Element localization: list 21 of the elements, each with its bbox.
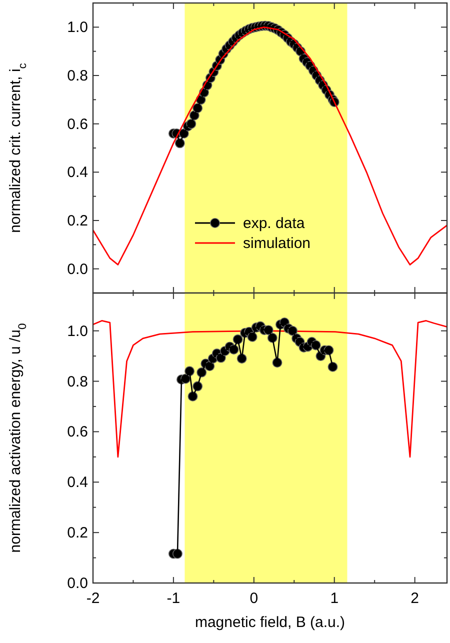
y-tick-label: 0.6: [67, 116, 88, 133]
legend-label: simulation: [243, 235, 311, 252]
x-tick-label: 1: [330, 590, 339, 607]
y-tick-label: 0.4: [67, 474, 88, 492]
y-tick-label: 0.0: [67, 260, 88, 278]
y-tick-label: 0.0: [67, 575, 88, 592]
x-tick-label: -1: [166, 590, 180, 607]
y-tick-label: 0.6: [67, 424, 88, 441]
x-tick-label: -2: [86, 590, 100, 607]
legend-label: exp. data: [243, 215, 306, 232]
x-tick-label: 2: [410, 590, 419, 607]
x-tick-label: 0: [250, 590, 258, 607]
x-axis-title: magnetic field, B (a.u.): [194, 614, 346, 631]
y-tick-label: 0.4: [67, 164, 88, 182]
y-tick-label: 0.8: [67, 373, 88, 390]
y-tick-label: 1.0: [67, 19, 88, 36]
y-tick-label: 0.2: [67, 212, 88, 230]
line-series: [93, 320, 447, 458]
y-tick-label: 1.0: [67, 322, 88, 340]
y-tick-label: 0.8: [67, 68, 88, 84]
y-tick-label: 0.2: [67, 524, 88, 542]
